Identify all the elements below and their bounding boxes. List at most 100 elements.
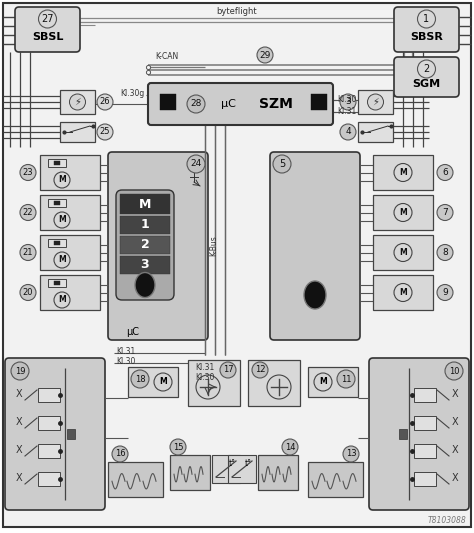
Text: X: X (16, 445, 22, 455)
Circle shape (343, 446, 359, 462)
Text: 25: 25 (100, 127, 110, 136)
Circle shape (257, 47, 273, 63)
Text: 23: 23 (23, 168, 33, 177)
Circle shape (54, 172, 70, 188)
Circle shape (20, 165, 36, 181)
Circle shape (394, 244, 412, 262)
Text: K-Bus: K-Bus (210, 236, 219, 256)
Bar (54, 161, 60, 165)
Circle shape (20, 245, 36, 261)
Bar (170, 455, 210, 490)
Circle shape (187, 95, 205, 113)
Text: M: M (58, 175, 66, 184)
Circle shape (437, 165, 453, 181)
Text: μC: μC (127, 327, 139, 337)
Text: 1: 1 (141, 219, 149, 231)
Text: M: M (58, 295, 66, 304)
Text: 8: 8 (442, 248, 448, 257)
Circle shape (445, 362, 463, 380)
Circle shape (54, 212, 70, 228)
Text: X: X (452, 417, 458, 427)
Text: M: M (399, 288, 407, 297)
FancyBboxPatch shape (5, 358, 105, 510)
Text: 4: 4 (345, 127, 351, 136)
Circle shape (220, 362, 236, 378)
Bar (48, 279, 66, 287)
Bar (308, 367, 358, 397)
Bar (120, 216, 170, 234)
Bar (373, 195, 433, 230)
Bar (373, 275, 433, 310)
Bar (228, 455, 256, 483)
Bar (108, 462, 163, 497)
Text: X: X (452, 473, 458, 483)
Bar (60, 90, 95, 114)
Text: 10: 10 (449, 367, 459, 376)
Bar (212, 455, 240, 483)
Text: 11: 11 (341, 375, 351, 384)
Text: 18: 18 (135, 375, 146, 384)
Circle shape (337, 370, 355, 388)
Text: X: X (16, 417, 22, 427)
Circle shape (170, 439, 186, 455)
Bar (128, 367, 178, 397)
FancyBboxPatch shape (108, 152, 208, 340)
Bar (311, 94, 327, 110)
Circle shape (20, 205, 36, 221)
Text: 22: 22 (23, 208, 33, 217)
Circle shape (11, 362, 29, 380)
Circle shape (367, 94, 383, 110)
Text: Kl.31: Kl.31 (116, 348, 135, 357)
Bar (399, 429, 407, 439)
Circle shape (54, 252, 70, 268)
Circle shape (394, 164, 412, 182)
Circle shape (187, 155, 205, 173)
Bar (258, 455, 298, 490)
Text: X: X (16, 473, 22, 483)
FancyBboxPatch shape (270, 152, 360, 340)
Text: ⚡: ⚡ (372, 97, 379, 107)
Circle shape (437, 245, 453, 261)
Text: 17: 17 (223, 366, 233, 375)
Circle shape (20, 285, 36, 301)
Text: M: M (399, 208, 407, 217)
Bar (67, 429, 75, 439)
Bar (54, 201, 60, 205)
Text: Kl.30: Kl.30 (195, 373, 215, 382)
Text: Kl.30: Kl.30 (116, 358, 136, 367)
Circle shape (97, 124, 113, 140)
Bar (40, 195, 100, 230)
Bar (308, 462, 363, 497)
Circle shape (267, 375, 291, 399)
FancyBboxPatch shape (116, 190, 174, 300)
Circle shape (154, 373, 172, 391)
Text: 19: 19 (15, 367, 25, 376)
Text: 6: 6 (442, 168, 448, 177)
Circle shape (394, 284, 412, 302)
Text: 12: 12 (255, 366, 265, 375)
Text: 16: 16 (115, 449, 125, 458)
Text: 2: 2 (423, 64, 429, 74)
Text: 7: 7 (442, 208, 448, 217)
Text: byteflight: byteflight (217, 7, 257, 17)
Text: 9: 9 (442, 288, 448, 297)
Bar (414, 388, 436, 402)
Text: SBSL: SBSL (32, 32, 63, 42)
Text: M: M (58, 255, 66, 264)
Text: SZM: SZM (259, 97, 293, 111)
Text: 26: 26 (100, 98, 110, 107)
Circle shape (97, 94, 113, 110)
Text: 14: 14 (285, 442, 295, 451)
Text: 24: 24 (191, 159, 201, 168)
Bar (48, 159, 66, 167)
Bar (160, 94, 176, 110)
Text: M: M (399, 168, 407, 177)
Text: t°: t° (228, 458, 236, 467)
Circle shape (437, 285, 453, 301)
Text: M: M (159, 377, 167, 386)
Bar (40, 155, 100, 190)
Text: SBSR: SBSR (410, 32, 443, 42)
Text: ⚡: ⚡ (74, 97, 81, 107)
Circle shape (394, 204, 412, 222)
Bar (358, 122, 393, 142)
